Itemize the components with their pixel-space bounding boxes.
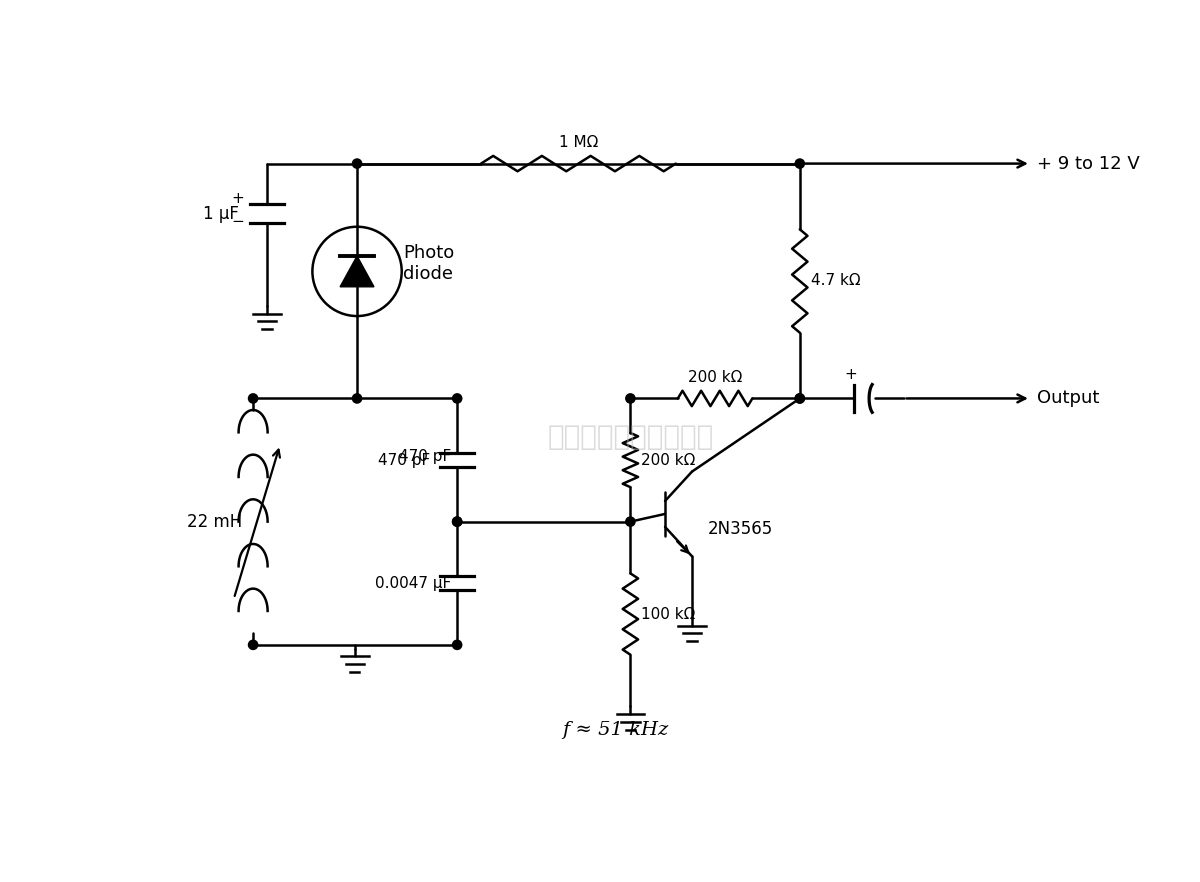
- Text: 1 μF: 1 μF: [203, 205, 239, 222]
- Circle shape: [248, 394, 258, 403]
- Text: 2N3565: 2N3565: [708, 520, 773, 538]
- Text: −: −: [232, 213, 244, 228]
- Circle shape: [796, 159, 804, 168]
- Text: 1 MΩ: 1 MΩ: [559, 135, 598, 150]
- Circle shape: [625, 394, 635, 403]
- Text: 200 kΩ: 200 kΩ: [641, 452, 696, 467]
- Circle shape: [796, 394, 804, 403]
- Text: Output: Output: [1037, 390, 1099, 407]
- Circle shape: [248, 640, 258, 649]
- Text: +: +: [232, 191, 244, 206]
- Circle shape: [796, 394, 804, 403]
- Text: 470 pF: 470 pF: [398, 449, 451, 464]
- Circle shape: [452, 640, 462, 649]
- Circle shape: [353, 159, 361, 168]
- Polygon shape: [340, 256, 374, 287]
- Text: + 9 to 12 V: + 9 to 12 V: [1037, 154, 1140, 173]
- Text: 杭州将睶科技有限公司: 杭州将睶科技有限公司: [547, 423, 714, 451]
- Text: 200 kΩ: 200 kΩ: [688, 370, 743, 385]
- Text: 470 pF: 470 pF: [378, 452, 430, 467]
- Text: 0.0047 μF: 0.0047 μF: [374, 576, 451, 591]
- Circle shape: [452, 394, 462, 403]
- Circle shape: [452, 517, 462, 527]
- Text: 22 mH: 22 mH: [187, 512, 242, 531]
- Text: +: +: [845, 367, 857, 382]
- Text: 4.7 kΩ: 4.7 kΩ: [810, 273, 860, 288]
- Circle shape: [625, 517, 635, 527]
- Circle shape: [353, 394, 361, 403]
- Text: f ≈ 51 kHz: f ≈ 51 kHz: [562, 721, 668, 738]
- Text: 100 kΩ: 100 kΩ: [641, 607, 696, 622]
- Circle shape: [452, 517, 462, 527]
- Text: Photo
diode: Photo diode: [403, 244, 455, 283]
